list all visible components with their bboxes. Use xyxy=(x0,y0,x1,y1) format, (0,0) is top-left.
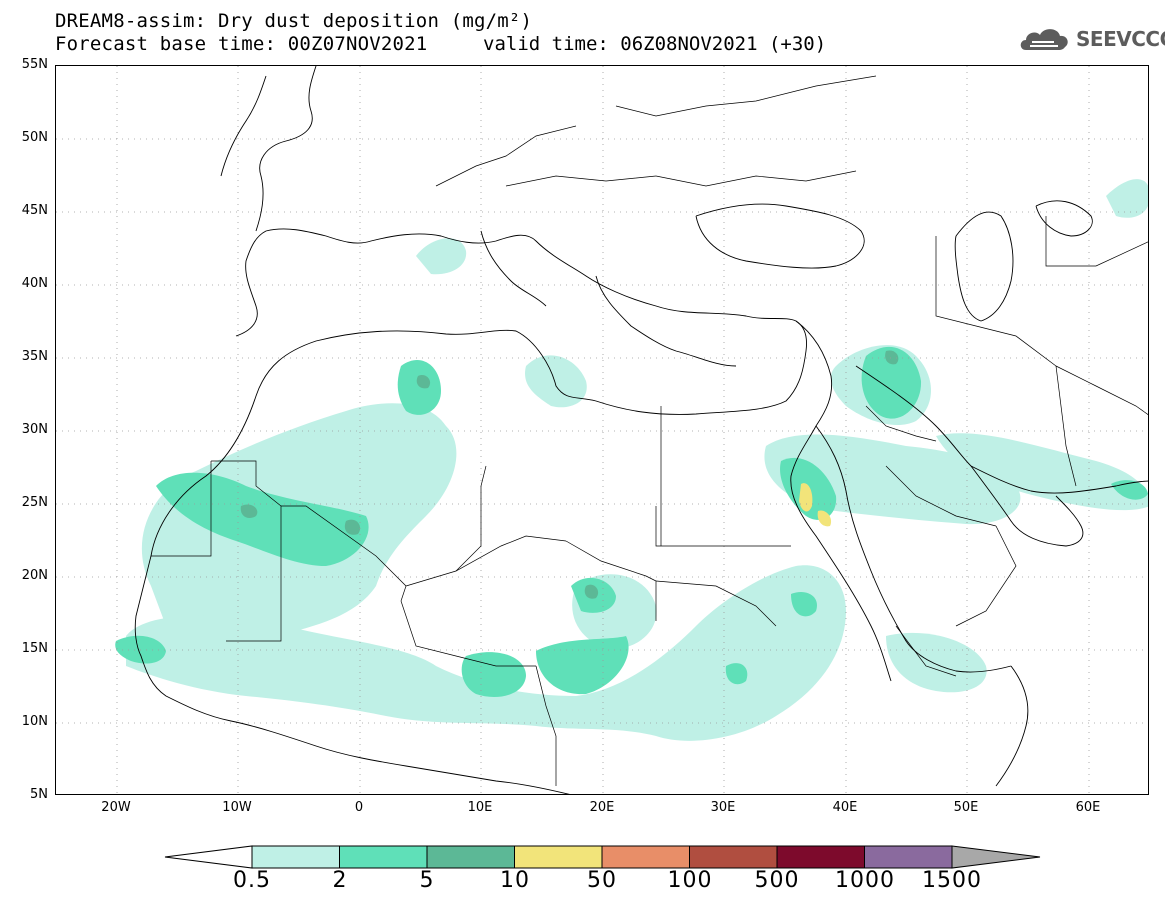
graticule xyxy=(56,66,1148,794)
lon-label-60e: 60E xyxy=(1075,800,1101,815)
dust-core-eritrea xyxy=(791,591,817,617)
dust-peak-iraq xyxy=(885,350,899,365)
valid-time: valid time: 06Z08NOV2021 (+30) xyxy=(483,33,827,55)
coastline-red-sea-west xyxy=(790,320,892,682)
dust-core-algeria xyxy=(397,360,441,415)
coastline-red-sea-east xyxy=(815,425,1012,673)
coastline-aral xyxy=(1035,200,1093,237)
colorbar-label-1000: 1000 xyxy=(835,868,895,893)
coastline-gulf xyxy=(855,365,1148,494)
lat-label-40n: 40N xyxy=(21,276,48,291)
colorbar-arrow-high xyxy=(951,845,1041,869)
lon-label-40e: 40E xyxy=(832,800,858,815)
lon-label-20e: 20E xyxy=(589,800,615,815)
dust-core-sudan xyxy=(725,663,748,685)
logo-text: SEEVCCC xyxy=(1076,27,1165,51)
lat-label-35n: 35N xyxy=(21,349,48,364)
dust-deposition-fields xyxy=(115,179,1148,741)
dust-core-chad xyxy=(536,636,629,695)
colorbar-segment xyxy=(514,845,603,869)
colorbar-segment xyxy=(689,845,778,869)
dust-peak-mauritania xyxy=(240,504,258,518)
colorbar-label-100: 100 xyxy=(667,868,713,893)
coastline-iberia-france xyxy=(255,66,317,232)
dust-max-red-sea-south xyxy=(817,510,832,527)
coastline-black-sea xyxy=(695,203,865,269)
lon-label-10w: 10W xyxy=(222,800,252,815)
country-borders xyxy=(151,75,1148,786)
dust-peak-algeria xyxy=(416,375,431,389)
colorbar-label-0-5: 0.5 xyxy=(233,868,271,893)
cloud-icon xyxy=(1020,29,1068,50)
dust-field-spain xyxy=(416,238,467,275)
lat-label-30n: 30N xyxy=(21,422,48,437)
map-canvas xyxy=(56,66,1148,794)
colorbar-segment xyxy=(601,845,690,869)
coastline-oman xyxy=(970,465,1084,547)
colorbar-label-50: 50 xyxy=(587,868,617,893)
dust-field-gulf xyxy=(936,433,1148,511)
dust-core-mauritania xyxy=(156,472,369,566)
seevccc-logo: SEEVCCC xyxy=(1018,24,1165,54)
map-frame xyxy=(55,65,1149,795)
coastline-italy xyxy=(480,230,547,307)
dust-peak-tibesti xyxy=(584,584,599,599)
coastline-biscay xyxy=(220,75,267,177)
dust-peak-mali xyxy=(344,519,361,535)
lat-label-20n: 20N xyxy=(21,568,48,583)
dust-max-red-sea-north xyxy=(799,483,813,512)
colorbar-segment xyxy=(339,845,428,869)
coastline-somalia xyxy=(995,665,1029,787)
colorbar-arrow-low xyxy=(164,845,253,869)
colorbar-segment xyxy=(864,845,953,869)
lat-label-10n: 10N xyxy=(21,714,48,729)
coastline-west-africa xyxy=(134,555,570,794)
dust-field-horn xyxy=(886,632,987,693)
lon-label-10e: 10E xyxy=(467,800,493,815)
lon-label-0: 0 xyxy=(354,800,364,815)
colorbar-segment xyxy=(776,845,865,869)
lat-label-45n: 45N xyxy=(21,203,48,218)
lat-label-15n: 15N xyxy=(21,641,48,656)
lat-label-50n: 50N xyxy=(21,130,48,145)
lon-label-30e: 30E xyxy=(710,800,736,815)
lat-label-55n: 55N xyxy=(21,57,48,72)
lat-label-25n: 25N xyxy=(21,495,48,510)
lat-label-5n: 5N xyxy=(30,787,48,802)
forecast-base-time: Forecast base time: 00Z07NOV2021 xyxy=(55,33,428,55)
lon-label-20w: 20W xyxy=(101,800,131,815)
dust-field-tunisia xyxy=(525,355,587,408)
lon-label-50e: 50E xyxy=(953,800,979,815)
colorbar-label-5: 5 xyxy=(419,868,435,893)
colorbar-label-1500: 1500 xyxy=(922,868,982,893)
dust-field-sahel xyxy=(126,565,846,741)
colorbar-label-10: 10 xyxy=(500,868,530,893)
colorbar-segment xyxy=(251,845,340,869)
coastlines xyxy=(134,66,1148,794)
dust-core-niger xyxy=(461,652,526,697)
coastline-caspian xyxy=(954,211,1014,322)
colorbar-label-2: 2 xyxy=(332,868,348,893)
chart-title: DREAM8-assim: Dry dust deposition (mg/m²… xyxy=(55,10,533,32)
colorbar-label-500: 500 xyxy=(754,868,800,893)
dust-field-central-asia xyxy=(1106,179,1148,218)
colorbar-segment xyxy=(426,845,515,869)
colorbar xyxy=(164,845,1041,869)
coastline-greece-turkey xyxy=(595,275,737,367)
